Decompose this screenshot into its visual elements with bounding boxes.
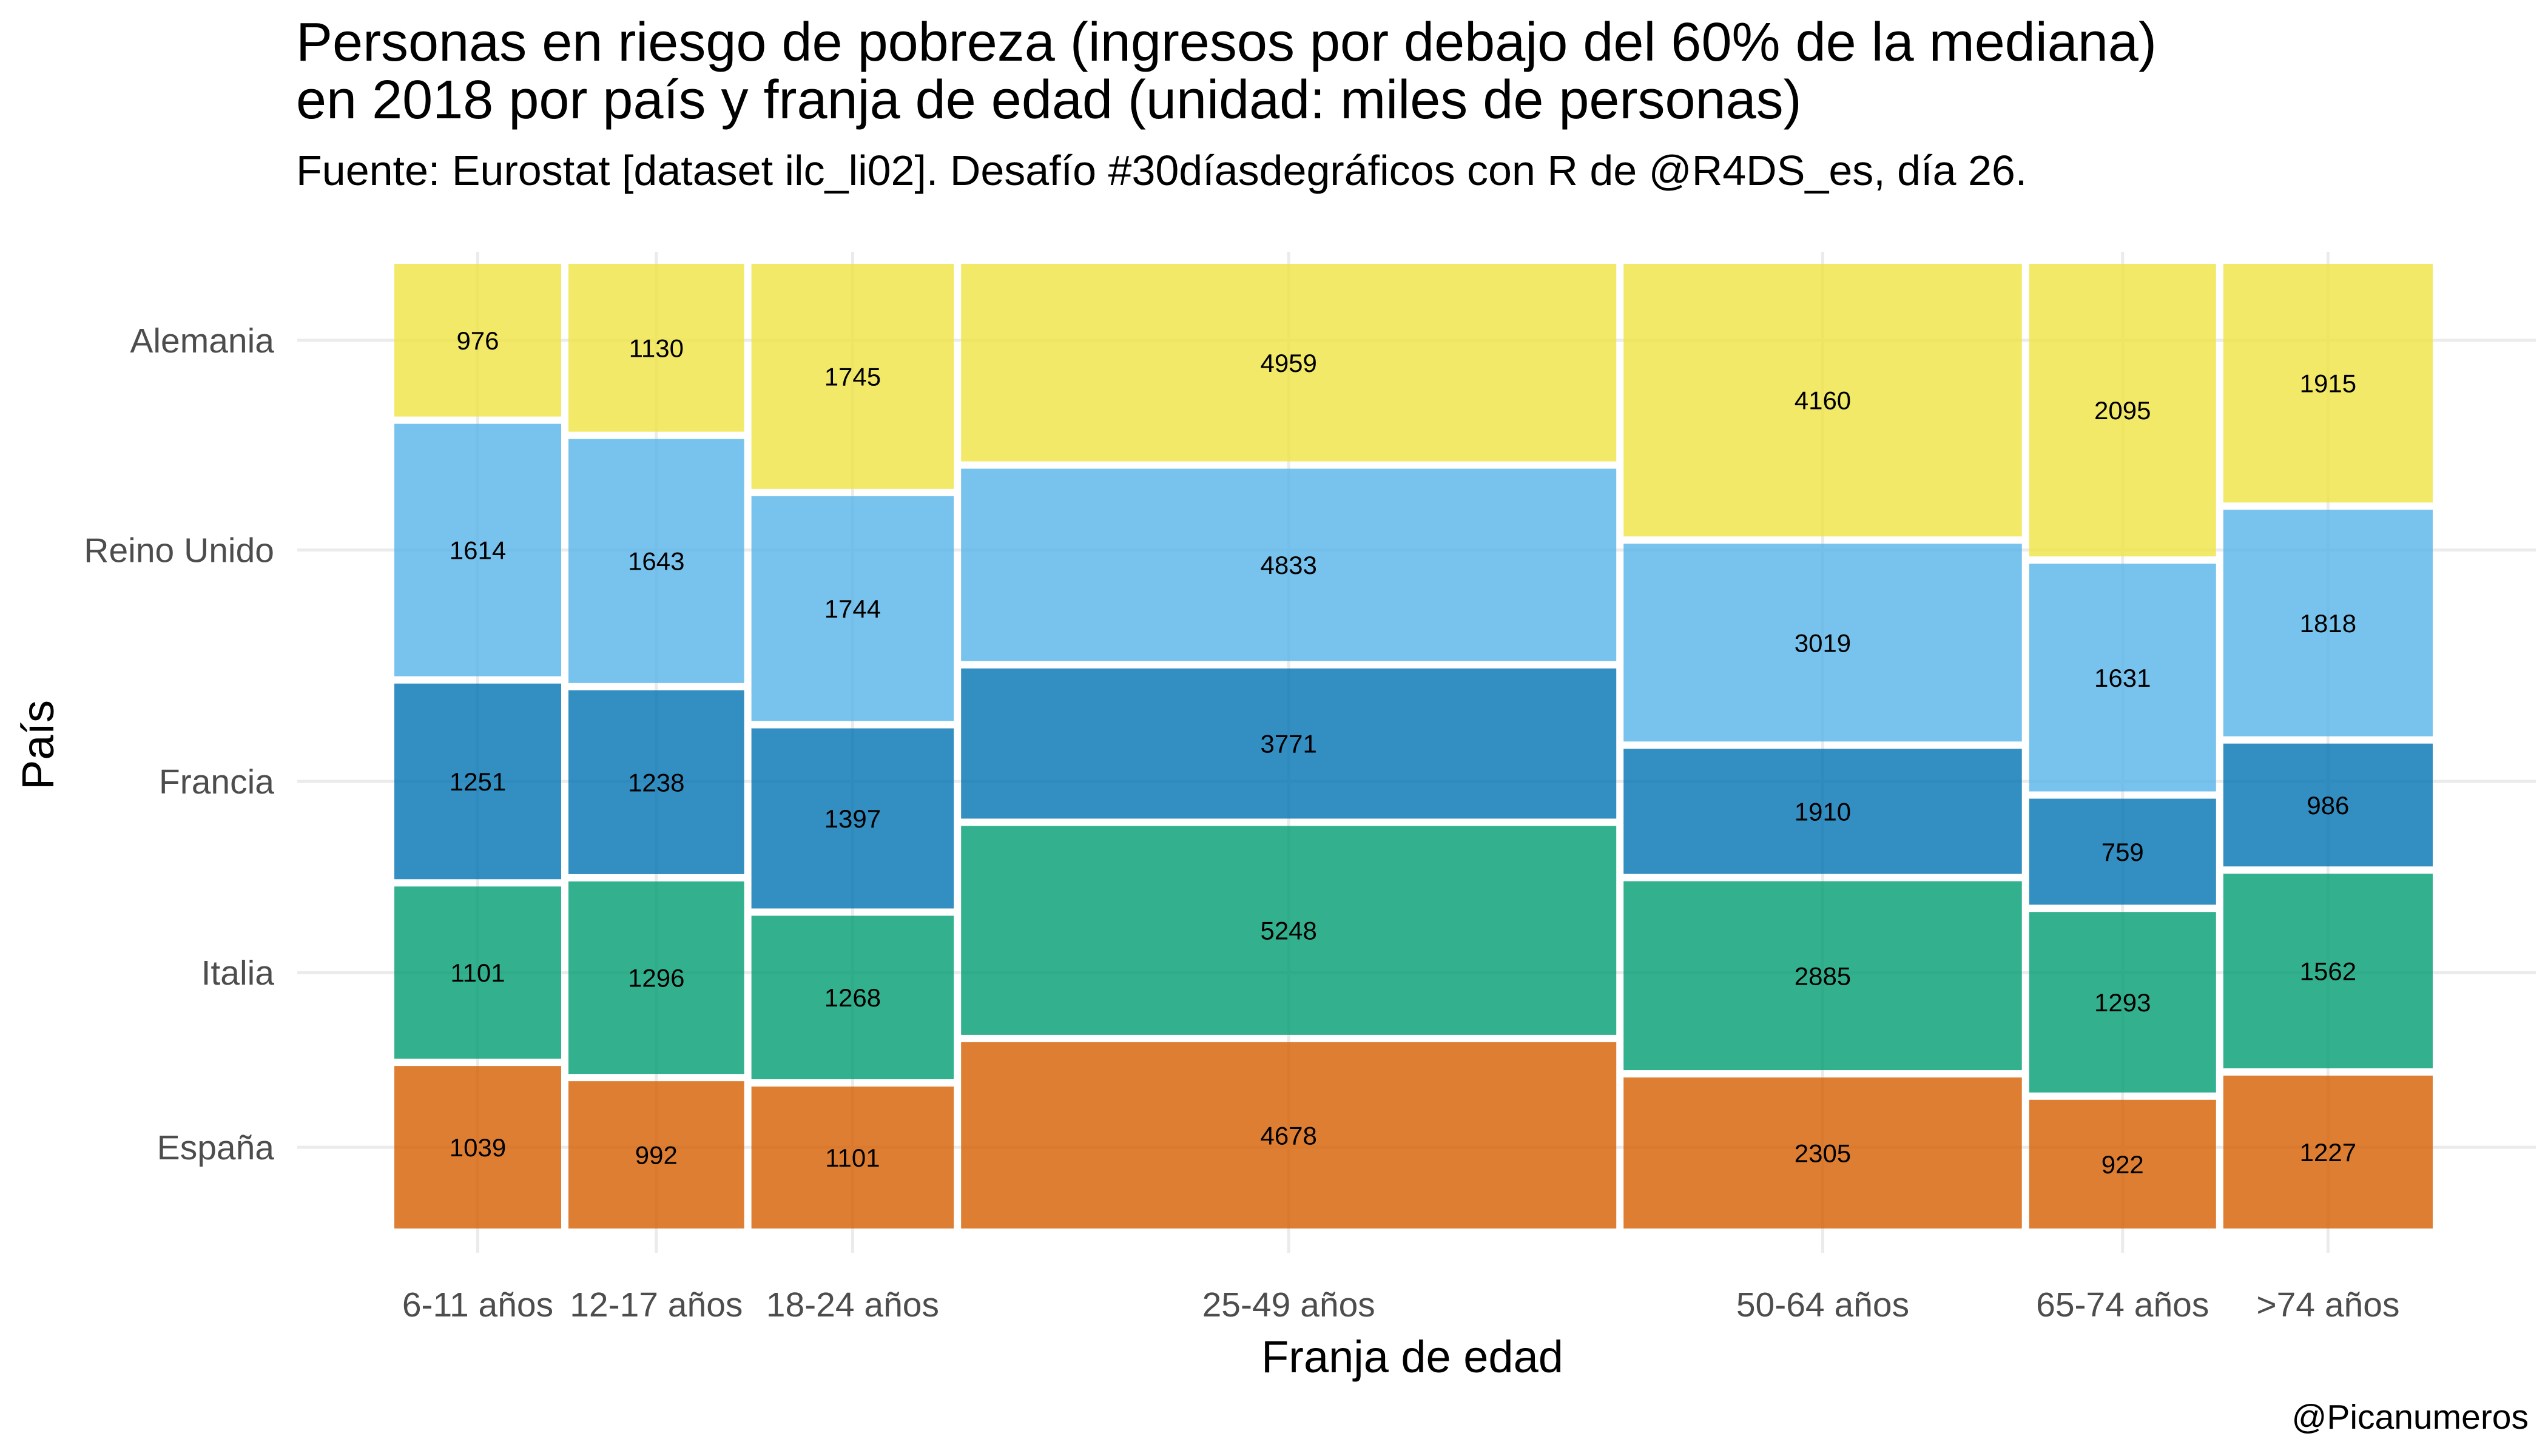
cell-value-label: 1744 [824,595,881,623]
mosaic-cell [394,423,561,676]
cell-value-label: 4959 [1260,349,1316,377]
cell-value-label: 1238 [628,768,684,797]
cell-value-label: 3019 [1795,629,1851,657]
cell-value-label: 1915 [2300,369,2356,398]
mosaic-cell [394,264,561,417]
y-tick-label: Italia [201,954,275,993]
mosaic-cell [961,826,1617,1035]
cell-value-label: 1910 [1795,797,1851,826]
x-axis-ticks: 6-11 años 12-17 años 18-24 años 25-49 años 5… [402,1286,2400,1324]
cell-value-label: 1296 [628,964,684,993]
mosaic-cell [961,264,1617,462]
chart-subtitle: Fuente: Eurostat [dataset ilc_li02]. Des… [296,147,2027,194]
mosaic-cell [2223,510,2433,736]
chart-title-line: Personas en riesgo de pobreza (ingresos … [296,12,2157,73]
x-tick-label: >74 años [2256,1286,2399,1324]
mosaic-cell [568,881,744,1074]
mosaic-cell [751,728,954,909]
mosaic-cell [751,1086,954,1228]
mosaic-cell [2029,798,2216,905]
cell-value-label: 2305 [1795,1139,1851,1168]
cell-value-label: 1039 [450,1133,506,1162]
cell-value-label: 4160 [1795,386,1851,415]
cell-value-label: 1130 [629,334,684,362]
mosaic-cell [2029,564,2216,792]
cell-value-label: 1562 [2300,957,2356,986]
cell-value-label: 1745 [824,362,881,391]
x-tick-label: 12-17 años [570,1286,743,1324]
y-tick-label: Francia [159,763,274,801]
mosaic-cell [394,1066,561,1228]
y-axis-ticks: España Italia Francia Reino Unido Alemania [84,322,274,1167]
x-tick-label: 18-24 años [766,1286,939,1324]
mosaic-cell [2029,1099,2216,1228]
x-axis-title: Franja de edad [1261,1332,1563,1382]
cell-value-label: 1101 [825,1144,880,1172]
mosaic-cell [751,915,954,1079]
cell-value-label: 1643 [628,547,684,576]
x-tick-label: 65-74 años [2036,1286,2209,1324]
cell-value-label: 1251 [450,767,506,796]
chart-title-line: en 2018 por país y franja de edad (unida… [296,70,1802,130]
x-tick-label: 6-11 años [402,1286,553,1324]
cell-value-label: 922 [2101,1150,2144,1179]
x-tick-label: 50-64 años [1736,1286,1909,1324]
cell-value-label: 1818 [2300,609,2356,638]
mosaic-cell [961,468,1617,661]
cell-value-label: 4833 [1260,551,1316,579]
cell-value-label: 1293 [2094,988,2151,1017]
cell-value-label: 1227 [2300,1138,2356,1167]
mosaic-cell [961,1042,1617,1228]
cell-value-label: 1101 [450,959,505,987]
y-tick-label: Reino Unido [84,531,274,570]
cell-value-label: 986 [2307,791,2349,820]
chart-title: Personas en riesgo de pobreza (ingresos … [296,12,2157,130]
mosaic-cell [961,668,1617,819]
cell-value-label: 2885 [1795,962,1851,990]
mosaic-cell [568,439,744,683]
mosaic-cell [568,1081,744,1228]
mosaic-cell [1623,749,2022,874]
y-tick-label: Alemania [130,322,274,360]
mosaic-cell [394,683,561,880]
cell-value-label: 2095 [2094,396,2151,425]
mosaic-cell [2029,264,2216,557]
cell-value-label: 4678 [1260,1121,1316,1150]
cell-value-label: 976 [456,326,499,355]
y-tick-label: España [157,1128,275,1167]
mosaic-cell [568,690,744,874]
cell-value-label: 1631 [2094,664,2151,692]
cell-value-label: 1268 [824,983,881,1012]
cell-value-label: 1614 [450,536,506,565]
mosaic-cell [2223,264,2433,503]
mosaic-cell [2223,874,2433,1068]
mosaic-cell [751,264,954,489]
cell-value-label: 759 [2101,838,2144,866]
mosaic-cell [2223,743,2433,867]
cell-value-label: 3771 [1260,730,1316,758]
cell-value-label: 5248 [1260,917,1316,945]
cell-value-labels: 1039 1101 1251 1614 976 992 1296 1238 1643 1130 11… [450,326,2356,1179]
cell-value-label: 992 [635,1141,678,1170]
chart-caption: @Picanumeros [2291,1398,2529,1437]
mosaic-cell [1623,264,2022,537]
mosaic-cell [2223,1075,2433,1228]
cell-value-label: 1397 [824,804,881,833]
mosaic-cell [751,496,954,721]
mosaic-cells [394,264,2433,1228]
x-tick-label: 25-49 años [1202,1286,1375,1324]
mosaic-cell [1623,544,2022,742]
mosaic-cell [2029,912,2216,1093]
mosaic-cell [1623,1077,2022,1228]
mosaic-cell [568,264,744,432]
y-axis-title: País [13,700,63,790]
mosaic-cell [394,886,561,1059]
mosaic-cell [1623,881,2022,1071]
